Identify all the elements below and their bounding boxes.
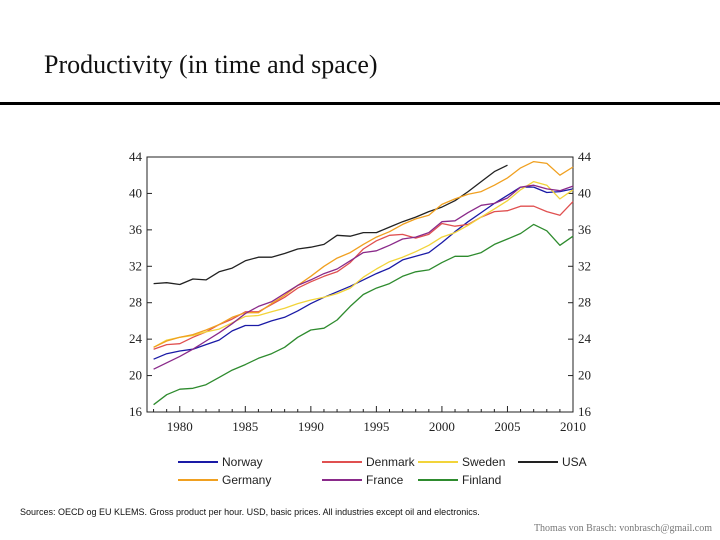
y-tick-label-right: 28 [578,295,591,310]
legend-label-usa: USA [562,455,587,469]
x-tick-label: 1980 [167,419,193,434]
series-line-usa [153,164,508,286]
y-tick-label-right: 44 [578,149,592,164]
legend-label-denmark: Denmark [366,455,416,469]
legend-label-sweden: Sweden [462,455,505,469]
y-tick-label-left: 36 [129,222,143,237]
y-tick-label-right: 24 [578,331,592,346]
legend-label-finland: Finland [462,473,501,487]
slide-title: Productivity (in time and space) [44,50,378,79]
y-tick-label-left: 20 [129,368,142,383]
title-divider [0,102,720,105]
series-line-france [153,184,574,370]
x-tick-label: 1985 [232,419,258,434]
y-tick-label-left: 24 [129,331,143,346]
y-tick-label-left: 44 [129,149,143,164]
y-tick-label-right: 16 [578,404,592,419]
y-tick-label-right: 20 [578,368,591,383]
y-tick-label-right: 32 [578,258,591,273]
author-footer: Thomas von Brasch: vonbrasch@gmail.com [533,523,712,534]
chart-legend: Norway Denmark Sweden USA Germany France Finla… [178,455,587,487]
legend-label-germany: Germany [222,473,271,487]
plot-frame [146,156,574,413]
x-tick-label: 1995 [363,419,389,434]
source-note: Sources: OECD og EU KLEMS. Gross product… [20,507,480,517]
y-tick-label-left: 32 [129,258,142,273]
y-tick-label-right: 36 [578,222,592,237]
x-tick-label: 1990 [298,419,324,434]
chart-axes: 16 16 20 20 24 24 28 28 32 32 36 36 40 40 44 44 1980 1985… [129,149,592,434]
series-line-denmark [153,201,574,350]
x-tick-label: 2005 [494,419,520,434]
legend-label-norway: Norway [222,455,263,469]
chart-series [153,160,574,406]
y-tick-label-left: 16 [129,404,143,419]
legend-label-france: France [366,473,404,487]
x-tick-label: 2010 [560,419,586,434]
x-tick-label: 2000 [429,419,455,434]
y-tick-label-right: 40 [578,185,591,200]
series-line-sweden [153,180,574,348]
series-line-norway [153,186,574,360]
series-line-germany [153,160,574,348]
y-tick-label-left: 40 [129,185,142,200]
series-line-finland [153,223,574,406]
y-tick-label-left: 28 [129,295,142,310]
